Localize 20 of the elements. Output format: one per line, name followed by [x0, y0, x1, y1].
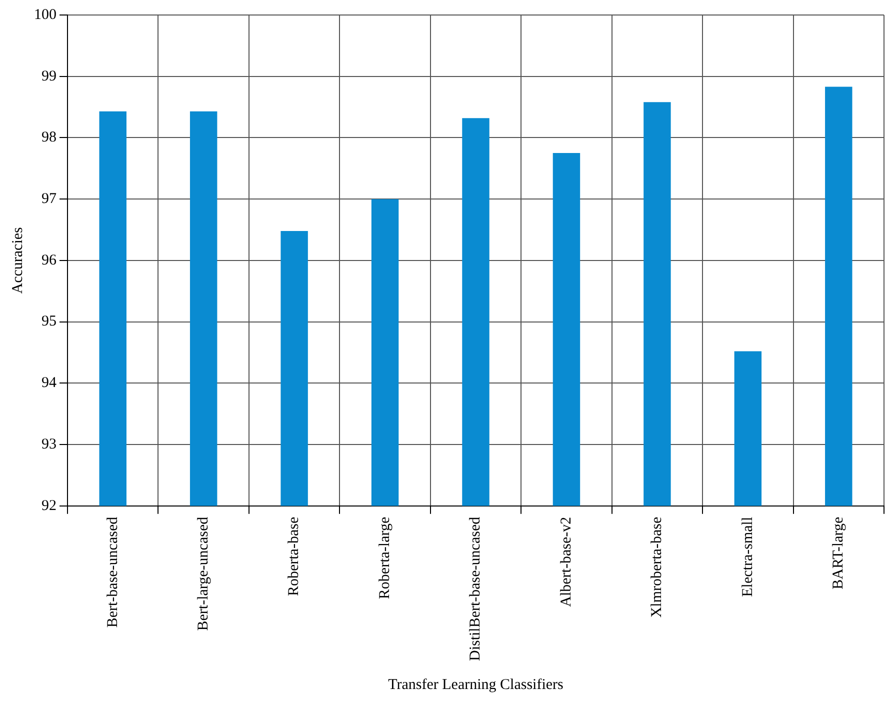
x-tick-label: Bert-large-uncased	[196, 516, 212, 631]
y-tick-label: 99	[42, 68, 56, 84]
y-tick-label: 94	[42, 375, 57, 392]
y-tick-label: 95	[42, 314, 56, 330]
x-tick-label: BART-large	[830, 516, 847, 590]
x-tick-label: Roberta-base	[286, 516, 302, 596]
y-axis-title: Accuracies	[10, 226, 26, 294]
y-tick-label: 97	[42, 191, 57, 208]
x-tick-label: DistilBert-base-uncased	[468, 516, 484, 662]
x-tick-label: Albert-base-v2	[558, 516, 574, 607]
y-tick-label: 93	[42, 436, 56, 452]
x-tick-label: Electra-small	[740, 516, 756, 597]
y-tick-label: 92	[42, 498, 56, 514]
y-tick-label: 100	[34, 6, 56, 23]
y-tick-label: 98	[42, 130, 56, 146]
x-axis-title: Transfer Learning Classifiers	[388, 676, 564, 693]
x-tick-label: Bert-base-uncased	[104, 516, 121, 628]
y-tick-label: 96	[42, 252, 57, 268]
x-tick-label: Roberta-large	[376, 516, 393, 600]
x-tick-label: Xlmroberta-base	[649, 516, 666, 618]
